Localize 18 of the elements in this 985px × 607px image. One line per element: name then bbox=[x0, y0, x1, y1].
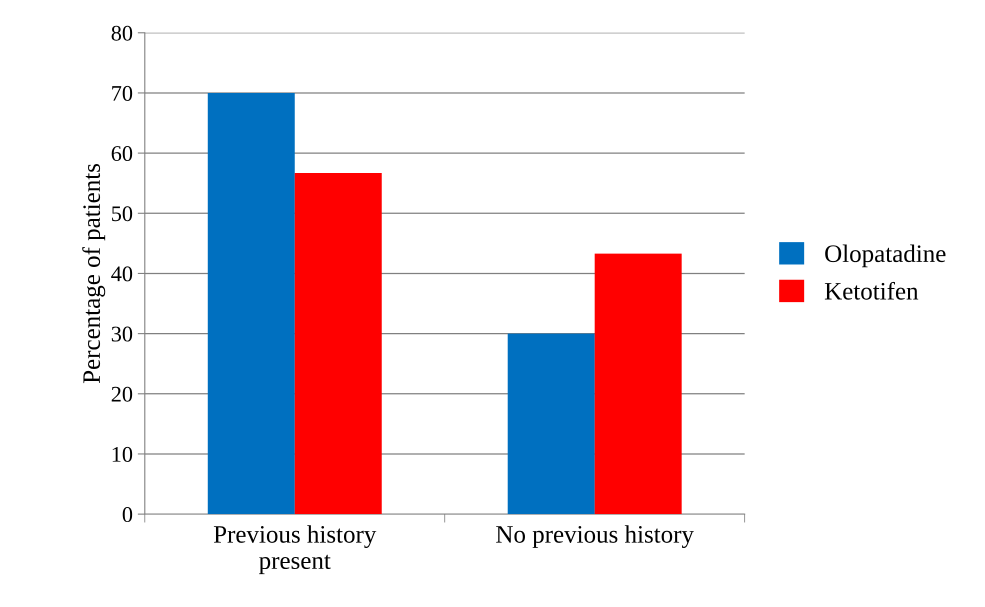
x-tick-label: Previous history present bbox=[214, 525, 376, 574]
y-axis-title: Percentage of patients bbox=[82, 164, 106, 384]
x-tick-label: No previous history bbox=[496, 525, 694, 548]
y-tick-label: 70 bbox=[112, 86, 132, 101]
legend-label: Olopatadine bbox=[825, 244, 946, 268]
y-tick-label: 10 bbox=[112, 446, 132, 462]
bar bbox=[208, 92, 295, 514]
y-tick-label: 40 bbox=[111, 266, 132, 282]
bar bbox=[594, 254, 682, 514]
y-tick-label: 30 bbox=[112, 326, 132, 342]
legend-label: Ketotifen bbox=[824, 282, 918, 300]
y-tick-label: 0 bbox=[122, 507, 132, 522]
bar bbox=[508, 334, 595, 514]
y-tick-label: 20 bbox=[112, 386, 132, 402]
y-tick-label: 50 bbox=[112, 206, 132, 222]
y-tick-label: 60 bbox=[112, 146, 132, 162]
bar bbox=[294, 172, 382, 514]
y-tick-label: 80 bbox=[112, 26, 132, 41]
